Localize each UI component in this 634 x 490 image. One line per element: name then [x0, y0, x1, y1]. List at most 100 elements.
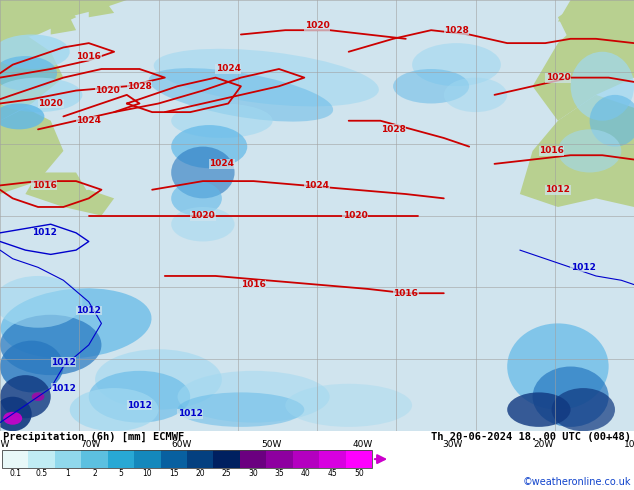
Text: 1024: 1024: [76, 116, 101, 125]
Text: 1012: 1012: [178, 410, 203, 418]
Text: 80W: 80W: [0, 440, 10, 449]
Bar: [29, 450, 55, 468]
Polygon shape: [51, 17, 76, 34]
Text: 1012: 1012: [127, 401, 152, 410]
Text: 20: 20: [195, 469, 205, 478]
Ellipse shape: [0, 397, 32, 431]
Ellipse shape: [3, 412, 22, 425]
Text: 30W: 30W: [443, 440, 463, 449]
Ellipse shape: [0, 103, 44, 129]
Text: 1012: 1012: [545, 185, 571, 194]
Text: 1012: 1012: [571, 263, 596, 272]
Text: 45: 45: [328, 469, 337, 478]
Ellipse shape: [171, 147, 235, 198]
Text: 1012: 1012: [76, 306, 101, 315]
Polygon shape: [558, 0, 634, 22]
Ellipse shape: [0, 375, 51, 418]
Text: 1016: 1016: [241, 280, 266, 289]
Text: 50W: 50W: [262, 440, 282, 449]
Text: 30: 30: [248, 469, 258, 478]
Text: 0.5: 0.5: [36, 469, 48, 478]
Polygon shape: [558, 0, 634, 43]
Ellipse shape: [444, 77, 507, 112]
Text: 1024: 1024: [209, 159, 235, 169]
Text: 25: 25: [222, 469, 231, 478]
Ellipse shape: [178, 371, 330, 422]
Ellipse shape: [0, 315, 101, 375]
Text: 5: 5: [119, 469, 124, 478]
Bar: [2, 450, 29, 468]
Bar: [2, 450, 372, 468]
Bar: [134, 450, 160, 468]
Text: 0.1: 0.1: [10, 469, 21, 478]
Text: 1020: 1020: [38, 99, 63, 108]
Text: 60W: 60W: [171, 440, 191, 449]
Text: 40W: 40W: [352, 440, 372, 449]
Text: 1020: 1020: [304, 22, 330, 30]
Text: 1012: 1012: [32, 228, 57, 237]
Bar: [293, 450, 319, 468]
Ellipse shape: [95, 349, 222, 410]
Text: 1028: 1028: [380, 125, 406, 134]
Bar: [319, 450, 346, 468]
Text: Th 20-06-2024 18..00 UTC (00+48): Th 20-06-2024 18..00 UTC (00+48): [431, 432, 631, 442]
Text: 20W: 20W: [533, 440, 553, 449]
Bar: [214, 450, 240, 468]
Text: 1024: 1024: [304, 181, 330, 190]
Text: 1024: 1024: [216, 65, 241, 74]
Ellipse shape: [507, 392, 571, 427]
Text: 1020: 1020: [190, 211, 216, 220]
Ellipse shape: [558, 129, 621, 172]
Polygon shape: [0, 0, 127, 22]
Ellipse shape: [171, 207, 235, 242]
Polygon shape: [0, 34, 63, 121]
Ellipse shape: [171, 125, 247, 168]
Ellipse shape: [89, 371, 190, 422]
Bar: [266, 450, 293, 468]
Text: 1020: 1020: [95, 86, 120, 95]
Text: 1016: 1016: [393, 289, 418, 298]
Polygon shape: [520, 95, 634, 207]
Text: 1020: 1020: [545, 73, 571, 82]
Text: 1020: 1020: [342, 211, 368, 220]
Ellipse shape: [533, 367, 609, 427]
Ellipse shape: [70, 388, 158, 431]
Text: 1012: 1012: [51, 384, 76, 392]
Bar: [240, 450, 266, 468]
Ellipse shape: [0, 276, 82, 328]
Ellipse shape: [0, 341, 63, 392]
Ellipse shape: [552, 388, 615, 431]
Bar: [55, 450, 81, 468]
Text: 1012: 1012: [51, 358, 76, 367]
Ellipse shape: [285, 384, 412, 427]
Text: Precipitation (6h) [mm] ECMWF: Precipitation (6h) [mm] ECMWF: [3, 432, 184, 442]
Polygon shape: [25, 172, 89, 207]
Ellipse shape: [507, 323, 609, 410]
Ellipse shape: [1, 288, 152, 359]
Bar: [81, 450, 108, 468]
Text: 1016: 1016: [32, 181, 57, 190]
Bar: [346, 450, 372, 468]
Ellipse shape: [0, 77, 82, 112]
Text: 10W: 10W: [624, 440, 634, 449]
Text: 40: 40: [301, 469, 311, 478]
Text: 15: 15: [169, 469, 179, 478]
Text: 70W: 70W: [81, 440, 101, 449]
Polygon shape: [533, 9, 634, 121]
Ellipse shape: [0, 34, 70, 69]
Bar: [160, 450, 187, 468]
Polygon shape: [89, 4, 114, 17]
Ellipse shape: [412, 43, 501, 86]
Polygon shape: [0, 108, 63, 194]
Ellipse shape: [32, 392, 44, 401]
Polygon shape: [63, 190, 114, 216]
Text: 1028: 1028: [127, 82, 152, 91]
Text: 10: 10: [143, 469, 152, 478]
Ellipse shape: [0, 56, 57, 91]
Text: 35: 35: [275, 469, 285, 478]
Text: 2: 2: [92, 469, 97, 478]
Text: 1016: 1016: [76, 51, 101, 61]
Ellipse shape: [393, 69, 469, 103]
Ellipse shape: [590, 95, 634, 147]
Ellipse shape: [149, 68, 333, 122]
